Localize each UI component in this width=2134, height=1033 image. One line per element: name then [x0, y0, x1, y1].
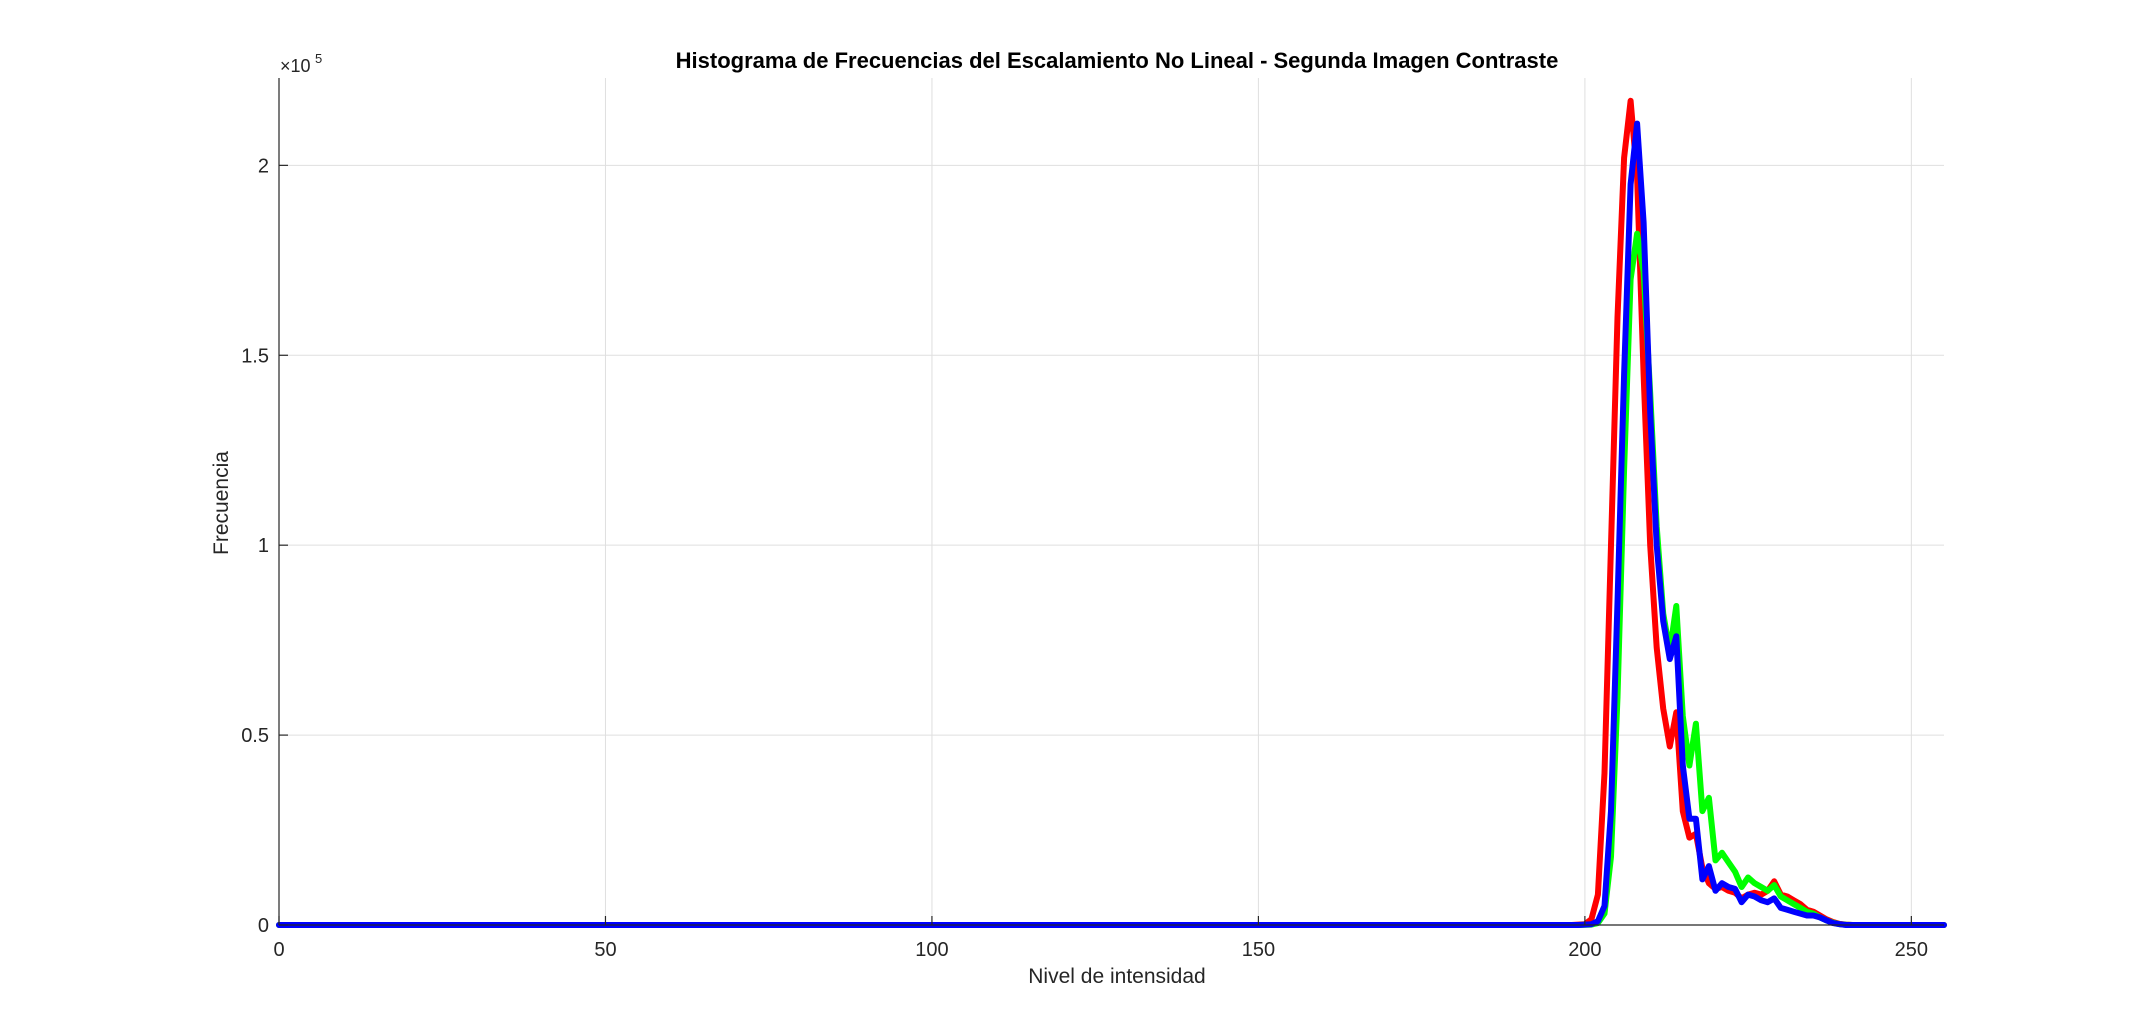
grid-lines: [279, 78, 1944, 925]
y-tick-label: 0: [258, 915, 269, 937]
y-tick-label: 0.5: [241, 725, 269, 747]
axes: [278, 78, 1944, 926]
chart-title: Histograma de Frecuencias del Escalamien…: [676, 48, 1559, 73]
x-axis-label: Nivel de intensidad: [1028, 965, 1205, 988]
series-line-3: [276, 120, 1947, 928]
y-axis-label: Frecuencia: [210, 451, 233, 555]
y-tick-label: 1: [258, 535, 269, 557]
y-tick-label: 2: [258, 155, 269, 177]
x-tick-label: 50: [594, 939, 616, 961]
x-tick-label: 0: [273, 939, 284, 961]
plot-series: [276, 97, 1947, 928]
y-tick-label: 1.5: [241, 345, 269, 367]
x-tick-label: 150: [1242, 939, 1275, 961]
x-tick-label: 100: [915, 939, 948, 961]
y-axis-exponent: ×10 5: [280, 51, 322, 76]
y-exponent-power: 5: [315, 51, 322, 66]
x-tick-label: 250: [1895, 939, 1928, 961]
tick-labels: 0 50 100 150 200 250 0 0.5 1 1.5 2: [241, 155, 1928, 961]
x-tick-label: 200: [1568, 939, 1601, 961]
y-exponent-base: ×10: [280, 56, 311, 76]
